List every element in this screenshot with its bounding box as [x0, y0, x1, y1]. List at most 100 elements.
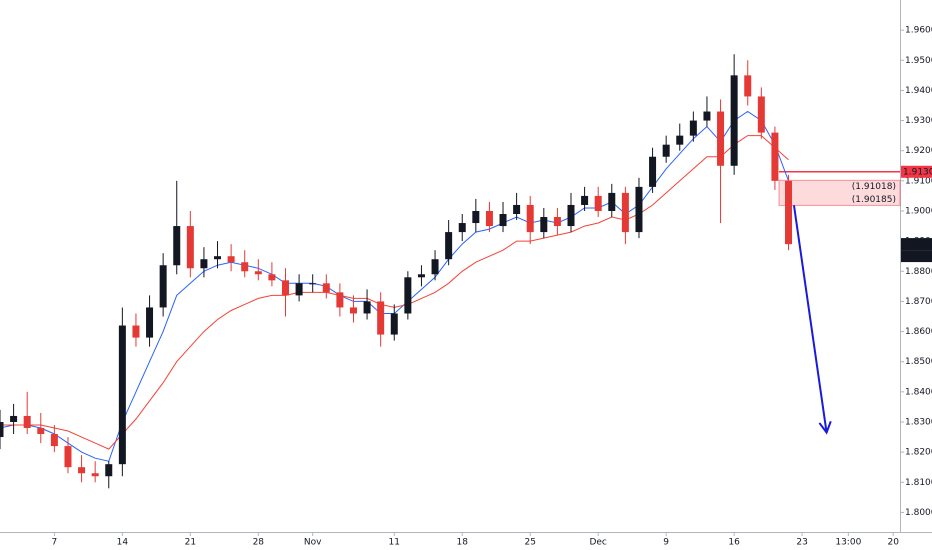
y-tick-label: 1.95000	[905, 56, 932, 66]
candle-body	[594, 195, 602, 211]
candle-body	[322, 283, 330, 293]
x-tick-label: 9	[663, 538, 669, 548]
candle-body	[200, 259, 208, 269]
candle-body	[581, 195, 589, 205]
candle-body	[214, 256, 222, 260]
y-tick-label: 1.88000	[905, 267, 932, 277]
x-tick-label: Dec	[589, 538, 606, 548]
candle-body	[567, 204, 575, 227]
price-tag-label: 1.88902	[903, 240, 932, 250]
candle-body	[78, 467, 86, 474]
candle-body	[621, 192, 629, 233]
candle-body	[445, 232, 453, 260]
candle-body	[105, 464, 113, 477]
y-tick-label: 1.91000	[905, 176, 932, 186]
y-tick-label: 1.92000	[905, 146, 932, 156]
countdown: 31:47	[907, 252, 932, 262]
candle-body	[730, 75, 738, 166]
candle-body	[349, 307, 357, 314]
y-tick-label: 1.84000	[905, 387, 932, 397]
x-tick-label: 21	[185, 538, 196, 548]
candle-body	[118, 325, 126, 465]
candle-body	[540, 217, 548, 233]
y-tick-label: 1.96000	[905, 26, 932, 36]
candle-body	[241, 262, 249, 272]
candle-body	[417, 274, 425, 278]
y-tick-label: 1.93000	[905, 116, 932, 126]
candle-body	[485, 210, 493, 227]
y-tick-label: 1.80000	[905, 508, 932, 518]
candle-body	[635, 186, 643, 233]
candle-body	[281, 280, 289, 296]
candle-body	[390, 313, 398, 335]
zone	[778, 179, 901, 206]
candle-body	[309, 283, 317, 285]
candle-body	[50, 434, 58, 447]
candle-body	[377, 301, 385, 335]
x-tick-label: Nov	[304, 538, 322, 548]
arrow-head	[818, 420, 832, 435]
candle-body	[173, 226, 181, 266]
candle-body	[64, 446, 72, 468]
candle-body	[771, 132, 779, 181]
projection-arrow	[792, 205, 828, 433]
y-tick-label: 1.90000	[905, 206, 932, 216]
x-tick-label: 7	[52, 538, 58, 548]
candle-body	[472, 210, 480, 224]
candle-body	[159, 265, 167, 308]
candle-body	[608, 192, 616, 211]
candle-body	[526, 204, 534, 233]
candle-body	[757, 96, 765, 133]
candle-body	[717, 111, 725, 166]
candle-body	[649, 156, 657, 187]
candle-body	[186, 226, 194, 269]
candle-body	[458, 223, 466, 233]
candle-body	[295, 283, 303, 296]
y-tick-label: 1.86000	[905, 327, 932, 337]
candle-body	[662, 144, 670, 157]
countdown-tag	[901, 250, 932, 263]
candle-body	[336, 292, 344, 308]
x-tick-label: 20	[887, 538, 899, 548]
y-tick-label: 1.85000	[905, 357, 932, 367]
x-tick-label: 25	[524, 538, 535, 548]
x-tick-label: 23	[796, 538, 807, 548]
x-tick-label: 14	[117, 538, 129, 548]
x-tick-label: 18	[457, 538, 469, 548]
candle-body	[513, 204, 521, 215]
price-tag	[901, 238, 932, 251]
y-tick-label: 1.83000	[905, 417, 932, 427]
candle-body	[227, 256, 235, 263]
candle-body	[363, 301, 371, 314]
price-tag	[901, 165, 932, 178]
candle-body	[499, 214, 507, 227]
candle-body	[268, 274, 276, 281]
candle-body	[23, 415, 31, 429]
candle-body	[146, 307, 154, 338]
y-tick-label: 1.87000	[905, 297, 932, 307]
candle-body	[254, 271, 262, 275]
zone-top-label: (1.91018)	[852, 182, 896, 192]
candle-body	[10, 415, 18, 422]
y-tick-label: 1.82000	[905, 448, 932, 458]
zone-bottom-label: (1.90185)	[852, 195, 896, 205]
candle-body	[37, 428, 45, 435]
candle-body	[676, 135, 684, 145]
candle-body	[689, 120, 697, 136]
x-tick-label: 13:00	[835, 538, 861, 548]
y-tick-label: 1.94000	[905, 86, 932, 96]
candle-body	[703, 111, 711, 121]
candle-body	[553, 217, 561, 227]
x-tick-label: 11	[389, 538, 400, 548]
x-tick-label: 28	[253, 538, 265, 548]
candle-body	[91, 473, 99, 477]
x-tick-label: 16	[728, 538, 740, 548]
candle-body	[785, 180, 793, 245]
candle-body	[404, 277, 412, 314]
candle-body	[431, 259, 439, 275]
candle-body	[0, 421, 4, 438]
y-tick-label: 1.81000	[905, 478, 932, 488]
